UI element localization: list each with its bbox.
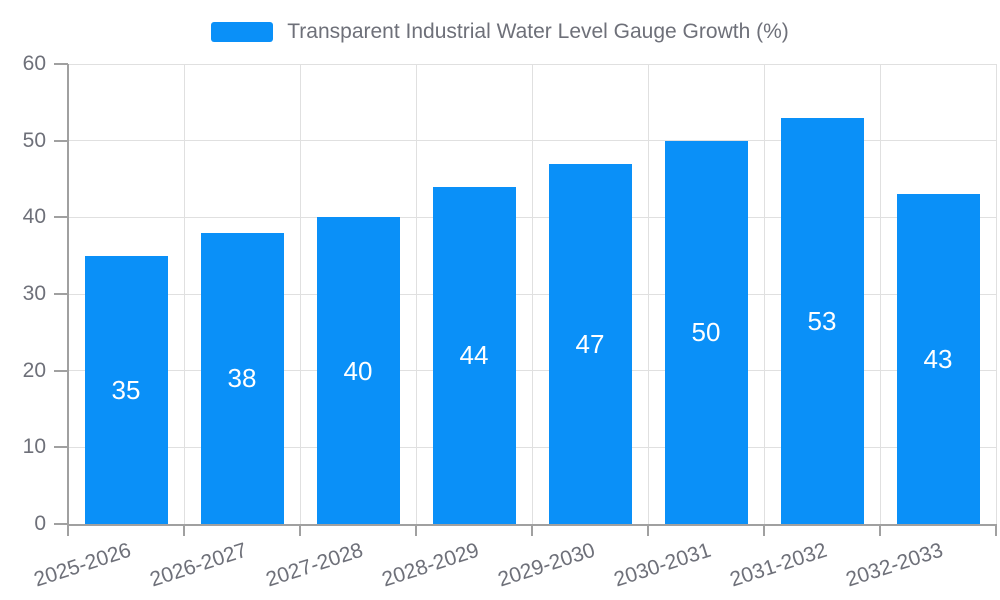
y-axis-label: 0 xyxy=(34,512,46,535)
y-axis-tick xyxy=(54,139,68,142)
gridline-vertical xyxy=(415,64,417,524)
bar-2025-2026[interactable] xyxy=(84,255,168,524)
bar-2030-2031[interactable] xyxy=(664,140,748,524)
y-axis-tick xyxy=(54,446,68,449)
gridline-vertical xyxy=(995,64,997,524)
bar-value-label: 43 xyxy=(923,344,953,375)
bar-value-label: 53 xyxy=(807,305,837,336)
bar-value-label: 35 xyxy=(111,374,141,405)
x-axis-tick xyxy=(183,524,185,536)
y-axis-label: 40 xyxy=(22,205,46,229)
bar-2026-2027[interactable] xyxy=(200,232,284,524)
x-axis-label: 2027-2028 xyxy=(262,538,366,592)
legend-item[interactable]: Transparent Industrial Water Level Gauge… xyxy=(0,20,1000,44)
bar-value-label: 38 xyxy=(227,363,257,394)
gridline-vertical xyxy=(647,64,649,524)
x-axis-label: 2025-2026 xyxy=(30,538,134,592)
y-axis-tick xyxy=(54,63,68,65)
gridline-vertical xyxy=(879,64,881,524)
bar-2031-2032[interactable] xyxy=(780,117,864,524)
x-axis-tick xyxy=(995,524,997,536)
bar-2028-2029[interactable] xyxy=(432,186,516,524)
x-axis-label: 2032-2033 xyxy=(842,538,946,592)
y-axis-label: 50 xyxy=(22,128,46,152)
x-axis-label: 2029-2030 xyxy=(494,538,598,592)
x-axis-tick xyxy=(299,524,301,536)
bar-value-label: 40 xyxy=(343,355,373,386)
gridline-vertical xyxy=(183,64,185,524)
legend-label: Transparent Industrial Water Level Gauge… xyxy=(287,20,789,43)
y-axis-tick xyxy=(54,216,68,219)
x-axis-tick xyxy=(763,524,765,536)
y-axis-label: 10 xyxy=(22,435,46,459)
bar-value-label: 50 xyxy=(691,317,721,348)
x-axis-tick xyxy=(531,524,533,536)
x-axis-tick xyxy=(415,524,417,536)
gridline-vertical xyxy=(763,64,765,524)
bar-value-label: 47 xyxy=(575,328,605,359)
y-axis-tick xyxy=(54,523,68,525)
x-axis-label: 2028-2029 xyxy=(378,538,482,592)
x-axis-label: 2031-2032 xyxy=(726,538,830,592)
gridline-vertical xyxy=(531,64,533,524)
bar-2032-2033[interactable] xyxy=(896,194,980,524)
bar-2029-2030[interactable] xyxy=(548,163,632,524)
x-axis-label: 2030-2031 xyxy=(610,538,714,592)
y-axis-label: 30 xyxy=(22,282,46,305)
legend-swatch-icon xyxy=(211,22,274,42)
y-axis-line xyxy=(67,64,69,524)
gridline-vertical xyxy=(299,64,301,524)
y-axis-label: 20 xyxy=(22,358,46,382)
bar-2027-2028[interactable] xyxy=(316,217,400,524)
x-axis-label: 2026-2027 xyxy=(146,538,250,592)
y-axis-label: 60 xyxy=(22,52,46,75)
x-axis-tick xyxy=(67,524,69,536)
x-axis-tick xyxy=(879,524,881,536)
y-axis-tick xyxy=(54,293,68,295)
bar-value-label: 44 xyxy=(459,340,489,371)
x-axis-tick xyxy=(647,524,649,536)
y-axis-tick xyxy=(54,369,68,372)
